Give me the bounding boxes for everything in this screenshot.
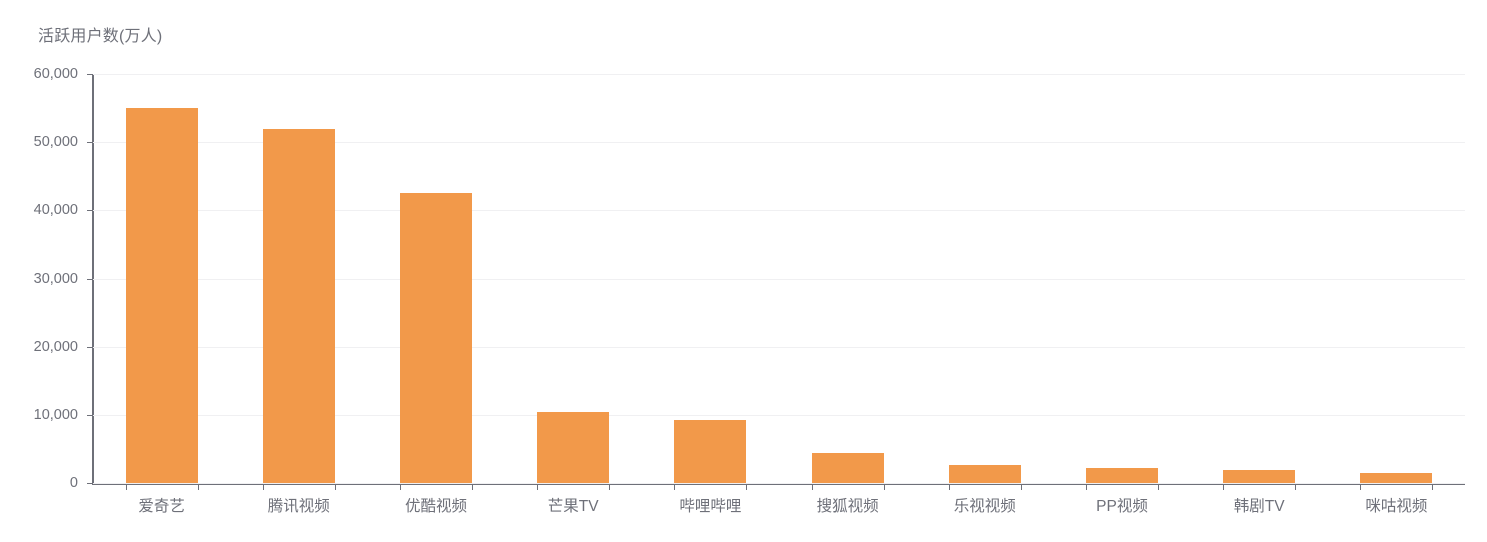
bar[interactable]: [262, 128, 335, 483]
x-axis-tick-mark: [1223, 485, 1225, 490]
x-axis-tick-mark: [609, 485, 611, 490]
y-axis-tick-mark: [87, 414, 92, 416]
x-axis-tick-mark: [334, 485, 336, 490]
x-axis-tick-mark: [197, 485, 199, 490]
x-axis-category-label[interactable]: 韩剧TV: [1233, 498, 1285, 515]
gridline: [93, 278, 1465, 280]
bar[interactable]: [948, 464, 1021, 483]
bar[interactable]: [125, 108, 198, 483]
x-axis-tick-mark: [883, 485, 885, 490]
x-axis-category-label[interactable]: 哔哩哔哩: [679, 498, 742, 515]
x-axis-tick-mark: [472, 485, 473, 490]
bar[interactable]: [1223, 470, 1296, 483]
y-axis-tick-label: 0: [69, 475, 78, 491]
x-axis-category-label[interactable]: 乐视视频: [953, 498, 1016, 515]
x-axis-tick-mark: [746, 485, 748, 490]
y-axis-tick-mark: [87, 74, 92, 75]
y-axis-tick-mark: [87, 278, 92, 280]
bar[interactable]: [400, 193, 472, 483]
x-axis-category-label[interactable]: 腾讯视频: [267, 498, 330, 515]
x-axis-tick-mark: [537, 485, 539, 490]
x-axis-category-label[interactable]: 芒果TV: [547, 498, 599, 515]
x-axis-category-label[interactable]: 咪咕视频: [1365, 498, 1428, 515]
y-axis-tick-mark: [87, 142, 92, 144]
x-axis-category-label[interactable]: 优酷视频: [404, 498, 468, 515]
y-axis-tick-label: 20,000: [33, 338, 78, 355]
x-axis-tick-mark: [1158, 485, 1159, 490]
x-axis-category-label[interactable]: 爱奇艺: [138, 498, 185, 515]
x-axis-line: [92, 483, 1465, 485]
x-axis-tick-mark: [674, 485, 676, 490]
y-axis-tick-label: 10,000: [33, 406, 78, 423]
bar[interactable]: [1360, 472, 1433, 483]
gridline: [93, 142, 1465, 144]
y-axis-tick-mark: [87, 346, 92, 348]
y-axis-title: 活跃用户数(万人): [38, 28, 163, 45]
x-axis-tick-mark: [948, 485, 950, 490]
y-axis-tick-label: 50,000: [33, 134, 78, 151]
x-axis-category-label[interactable]: PP视频: [1096, 498, 1148, 515]
y-axis-tick-label: 40,000: [33, 202, 78, 219]
y-axis-tick-mark: [87, 483, 92, 484]
gridline: [93, 346, 1465, 348]
x-axis-category-label[interactable]: 搜狐视频: [816, 498, 879, 515]
gridline: [93, 414, 1465, 416]
gridline: [93, 210, 1465, 212]
x-axis-tick-mark: [1020, 485, 1022, 490]
bar[interactable]: [811, 453, 884, 483]
y-axis-tick-label: 30,000: [33, 270, 78, 287]
plot-area: [87, 74, 1465, 490]
y-axis-tick-label: 60,000: [33, 66, 78, 82]
bar[interactable]: [1086, 468, 1158, 483]
bar[interactable]: [537, 412, 610, 483]
x-axis-tick-mark: [400, 485, 401, 490]
x-axis-tick-mark: [1295, 485, 1297, 490]
x-axis-tick-mark: [262, 485, 264, 490]
gridline: [93, 483, 1465, 484]
bar[interactable]: [674, 420, 747, 483]
x-axis-tick-mark: [1086, 485, 1087, 490]
x-axis-tick-mark: [811, 485, 813, 490]
gridline: [93, 74, 1465, 75]
x-axis-tick-mark: [125, 485, 127, 490]
x-axis-tick-mark: [1360, 485, 1362, 490]
y-axis-tick-mark: [87, 210, 92, 212]
x-axis-tick-mark: [1432, 485, 1434, 490]
